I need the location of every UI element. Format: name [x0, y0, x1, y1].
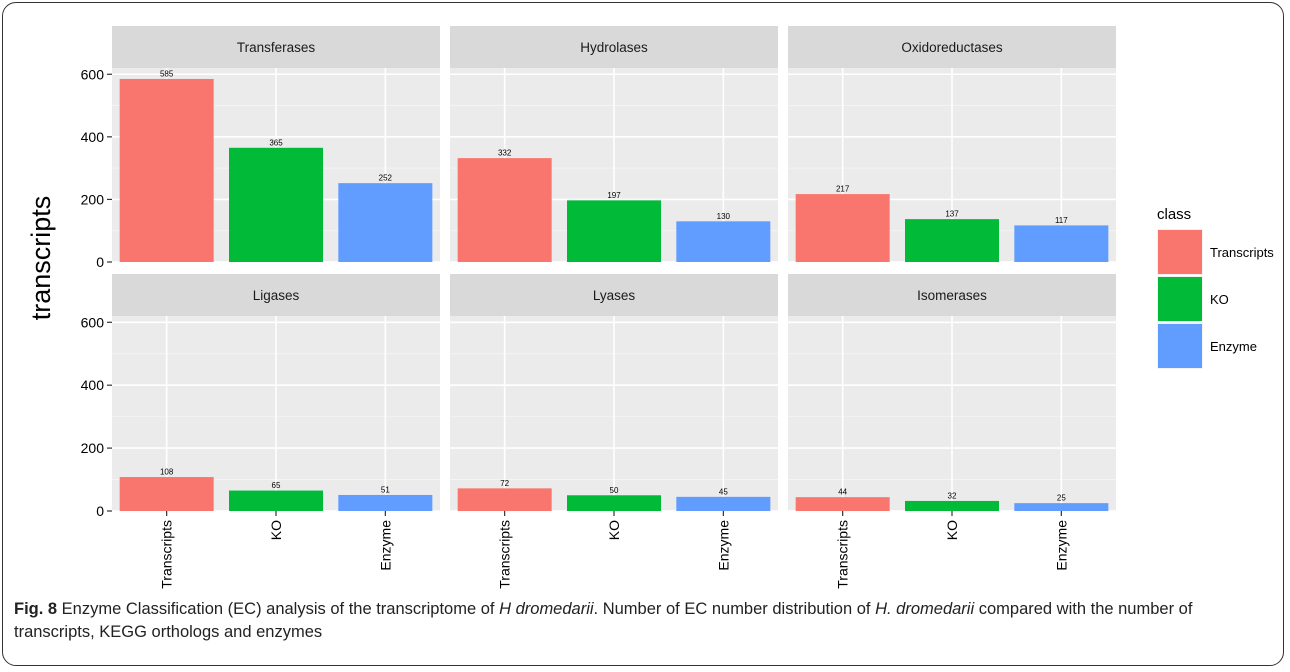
y-tick-label: 600	[81, 66, 105, 82]
bar-enzyme	[1014, 503, 1109, 511]
bar-value-label: 585	[160, 69, 174, 78]
x-tick-label: Transcripts	[497, 520, 513, 589]
bar-value-label: 50	[610, 486, 619, 495]
x-tick-label: Transcripts	[835, 520, 851, 589]
bar-value-label: 365	[269, 138, 283, 147]
facet-panel-hydrolases: Hydrolases 332 197 130	[450, 26, 778, 263]
facet-strip-label: Transferases	[237, 40, 316, 55]
bar-value-label: 252	[379, 174, 393, 183]
facet-panels: Transferases 585 365 252 0 200 400 600 Hydrolase…	[81, 26, 1116, 589]
y-tick-label: 600	[81, 314, 105, 330]
bar-ko	[905, 219, 999, 262]
facet-strip-label: Hydrolases	[580, 40, 648, 55]
x-tick-label: Transcripts	[159, 520, 175, 589]
y-tick-label: 200	[81, 191, 105, 207]
facet-panel-isomerases: Isomerases 44 32 25 Transcripts KO Enzyme	[788, 274, 1116, 589]
bar-ko	[905, 500, 999, 511]
bar-transcripts	[457, 158, 552, 262]
bar-value-label: 65	[272, 481, 281, 490]
facet-panel-oxidoreductases: Oxidoreductases 217 137 117	[788, 26, 1116, 263]
bar-transcripts	[795, 497, 890, 511]
caption-text-3: compared with the number of transcripts,…	[14, 600, 1193, 641]
legend-key-enzyme	[1158, 324, 1202, 368]
legend: class Transcripts KO Enzyme	[1157, 206, 1274, 369]
y-tick-label: 0	[96, 254, 104, 270]
faceted-bar-chart: transcripts Transferases 585 365 252 0 200 400…	[26, 26, 1274, 589]
y-tick-label: 400	[81, 377, 105, 393]
facet-strip	[112, 26, 440, 68]
x-tick-label: Enzyme	[1053, 520, 1069, 571]
figure-caption: Fig. 8 Enzyme Classification (EC) analys…	[14, 598, 1254, 644]
legend-key-transcripts	[1158, 230, 1202, 274]
bar-value-label: 117	[1055, 216, 1068, 225]
facet-strip	[450, 274, 778, 316]
bar-transcripts	[119, 477, 214, 511]
legend-label: KO	[1210, 292, 1229, 307]
x-tick-label: Enzyme	[715, 520, 731, 571]
bar-ko	[567, 495, 661, 511]
bar-value-label: 45	[719, 487, 728, 496]
x-tick-label: KO	[606, 520, 622, 540]
facet-strip	[788, 26, 1116, 68]
caption-figure-label: Fig. 8	[14, 600, 58, 618]
bar-value-label: 217	[836, 185, 850, 194]
bar-value-label: 51	[381, 485, 390, 494]
legend-title: class	[1157, 206, 1191, 223]
facet-strip	[112, 274, 440, 316]
bar-ko	[229, 147, 323, 262]
facet-strip-label: Oxidoreductases	[901, 40, 1003, 55]
y-axis-title: transcripts	[26, 196, 56, 321]
bar-value-label: 332	[498, 149, 512, 158]
x-tick-label: KO	[268, 520, 284, 540]
bar-enzyme	[676, 496, 771, 511]
bar-value-label: 130	[717, 212, 731, 221]
bar-transcripts	[119, 78, 214, 262]
facet-strip	[788, 274, 1116, 316]
caption-species-1: H dromedarii	[499, 600, 594, 618]
y-tick-label: 200	[81, 440, 105, 456]
bar-value-label: 25	[1057, 494, 1066, 503]
caption-text-2: . Number of EC number distribution of	[593, 600, 876, 618]
bar-enzyme	[338, 494, 433, 511]
legend-label: Enzyme	[1210, 339, 1257, 354]
bar-enzyme	[1014, 225, 1109, 262]
y-tick-label: 0	[96, 503, 104, 519]
bar-value-label: 108	[160, 468, 174, 477]
bar-value-label: 72	[500, 479, 509, 488]
facet-strip-label: Lyases	[593, 288, 636, 303]
bar-transcripts	[795, 194, 890, 262]
caption-text-1: Enzyme Classification (EC) analysis of t…	[57, 600, 500, 618]
legend-key-ko	[1158, 277, 1202, 321]
y-tick-label: 400	[81, 129, 105, 145]
caption-species-2: H. dromedarii	[875, 600, 975, 618]
bar-enzyme	[338, 183, 433, 262]
legend-label: Transcripts	[1210, 245, 1274, 260]
facet-strip-label: Ligases	[253, 288, 300, 303]
bar-transcripts	[457, 488, 552, 511]
bar-value-label: 32	[948, 491, 957, 500]
facet-panel-lyases: Lyases 72 50 45 Transcripts KO Enzyme	[450, 274, 778, 589]
x-tick-label: Enzyme	[377, 520, 393, 571]
facet-strip-label: Isomerases	[917, 288, 987, 303]
bar-enzyme	[676, 221, 771, 262]
bar-value-label: 44	[838, 488, 847, 497]
facet-panel-ligases: Ligases 108 65 51 0 200 400 600 Transcripts KO Enz…	[81, 274, 440, 589]
x-tick-label: KO	[944, 520, 960, 540]
bar-value-label: 197	[607, 191, 621, 200]
facet-panel-transferases: Transferases 585 365 252 0 200 400 600	[81, 26, 440, 270]
facet-strip	[450, 26, 778, 68]
bar-value-label: 137	[945, 210, 959, 219]
bar-ko	[567, 200, 661, 262]
bar-ko	[229, 490, 323, 511]
